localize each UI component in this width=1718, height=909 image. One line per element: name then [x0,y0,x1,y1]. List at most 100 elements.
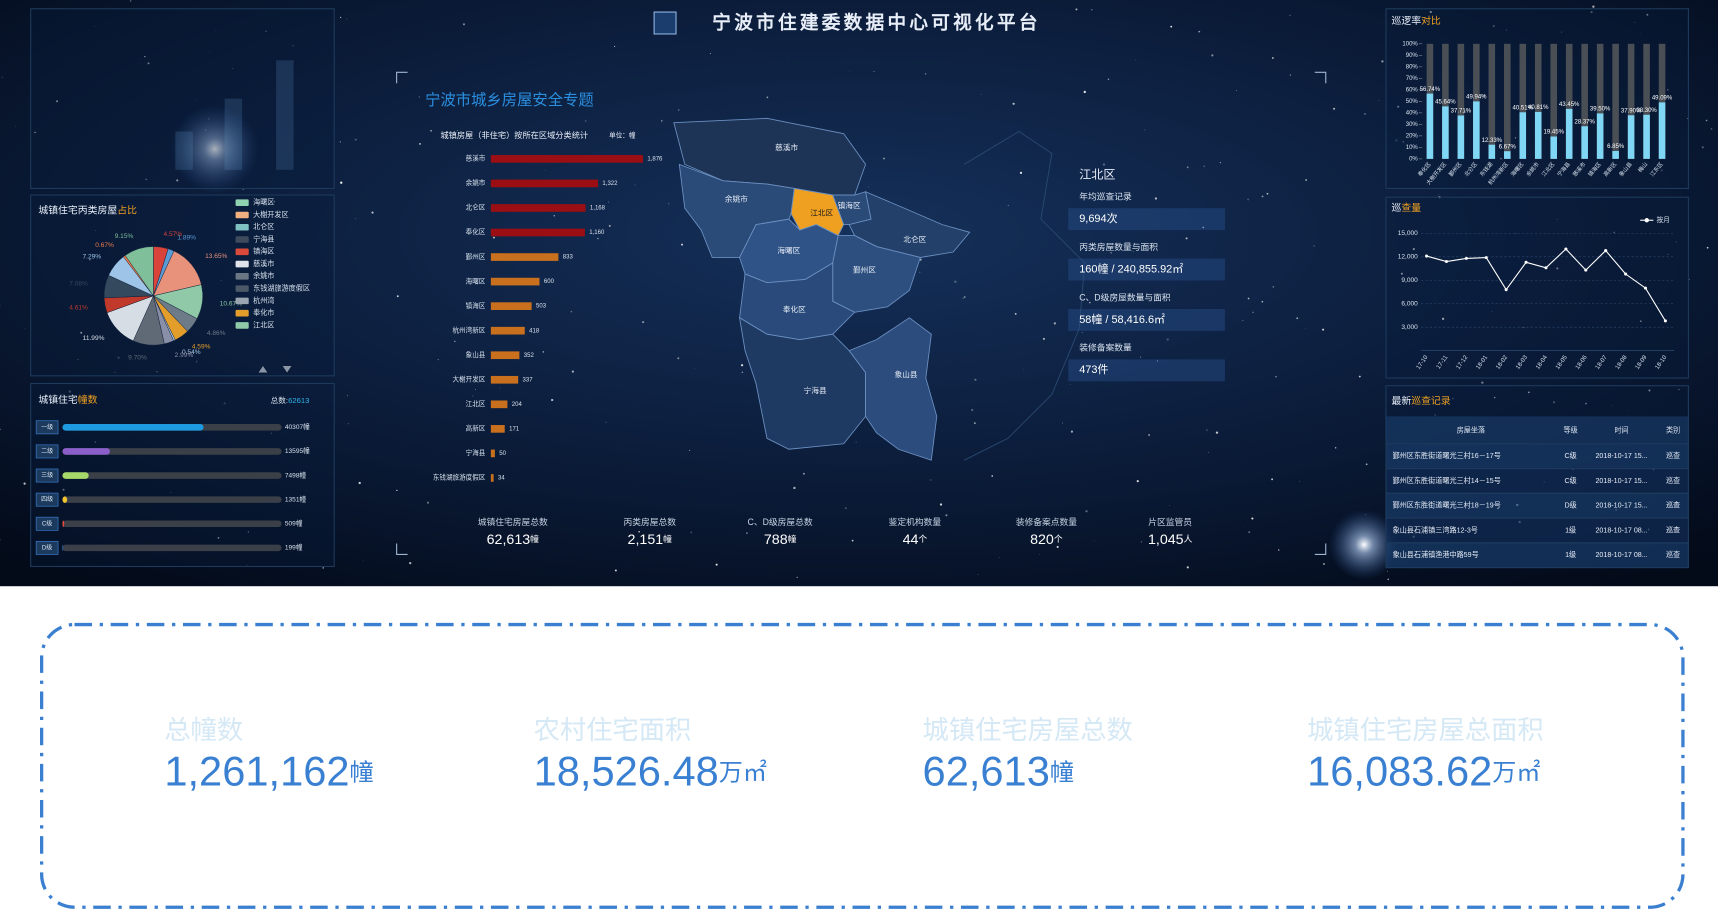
star [246,564,248,566]
table-cell: 1级 [1565,550,1576,559]
y-tick-label: 12,000 [1398,254,1418,261]
total-value: 62613 [288,396,309,405]
value-label: 6.67% [1499,144,1517,150]
bar [490,474,494,482]
value-label: 6.85% [1607,144,1625,150]
legend-swatch [235,248,249,256]
star [690,531,693,534]
panel-title: 城镇住宅丙类房屋占比 [38,203,137,216]
table-cell: 巡查 [1666,501,1680,510]
star [1102,163,1106,166]
y-tick-label: 60% [1406,87,1419,93]
bar [1627,115,1635,159]
star [793,486,796,490]
star [973,422,976,424]
progress-value: 13595幢 [285,446,310,455]
star [499,387,501,389]
bar [490,326,525,335]
star [1514,137,1517,139]
summary-value: 820个 [1030,532,1063,548]
star [339,16,342,19]
summary-number: 44 [903,532,919,548]
star [1323,563,1325,565]
stat-unit: 幢 [1050,760,1074,787]
star [1296,317,1299,320]
star [855,18,857,20]
decor-bar [276,60,294,170]
star [1154,197,1158,200]
star [1215,431,1219,434]
star [1648,389,1651,392]
star [292,45,294,47]
title-highlight: 查量 [1401,201,1421,214]
pie-label: 0.67% [95,242,114,249]
star [472,395,474,397]
star [571,370,574,373]
bar [490,400,508,409]
chart-unit: 单位：幢 [609,131,636,140]
summary-label: 装修备案点数量 [1016,516,1077,527]
title-text: 城镇住宅 [38,393,78,406]
table-row [1385,517,1689,544]
star [867,186,869,188]
progress-track [62,472,282,479]
line-point [1643,286,1648,290]
star [661,120,663,122]
map-title: 宁波市城乡房屋安全专题 [425,91,594,109]
star [114,209,117,211]
star [980,94,982,96]
star [1675,241,1678,243]
star [1248,531,1251,534]
info-label: 年均巡查记录 [1079,191,1132,202]
star [195,360,198,363]
star [1252,514,1254,515]
star [1381,60,1384,63]
legend-label: 余姚市 [253,271,274,280]
page-title: 宁波市住建委数据中心可视化平台 [712,12,1040,33]
bar [490,253,559,261]
star [634,184,636,186]
star [1139,356,1142,358]
star [1252,311,1254,313]
value-label: 28.37% [1574,119,1595,125]
star [1701,146,1704,149]
star [1590,10,1593,14]
stat-unit: 幢 [350,760,374,787]
star [614,569,617,572]
bar [1504,151,1511,159]
star [457,130,458,132]
table-cell: C级 [1565,451,1577,460]
star [1132,251,1134,252]
district-name: 江北区 [1079,168,1115,182]
star [129,0,132,2]
star [430,129,432,132]
info-box [1068,208,1225,231]
star [232,68,234,70]
star [265,30,267,32]
star [1463,110,1466,113]
y-tick-label: 10% [1406,145,1419,151]
legend-swatch [235,260,249,268]
star [1437,194,1439,196]
table-cell: 2018-10-17 08... [1595,526,1647,534]
star [1646,13,1649,16]
star [220,279,222,282]
star [668,202,670,205]
pie-label: 2.99% [175,352,194,359]
category-label: 海曙区 [466,276,486,285]
legend-label: 北仑区 [253,222,274,231]
level-label: D级 [42,543,52,551]
star [681,243,684,246]
star [89,258,91,261]
panel-title: 巡查量 [1391,201,1421,214]
legend-marker [1644,218,1649,223]
progress-track [62,496,282,503]
table-cell: 鄞州区东胜街道曙光三村14－15号 [1393,476,1501,485]
decor-bar [175,131,193,170]
chart-title: 城镇房屋（非住宅）按所在区域分类统计 [440,130,588,140]
star [1412,248,1415,251]
star [1053,322,1057,325]
panel-title: 最新巡查记录 [1391,394,1450,407]
star [1313,245,1315,247]
